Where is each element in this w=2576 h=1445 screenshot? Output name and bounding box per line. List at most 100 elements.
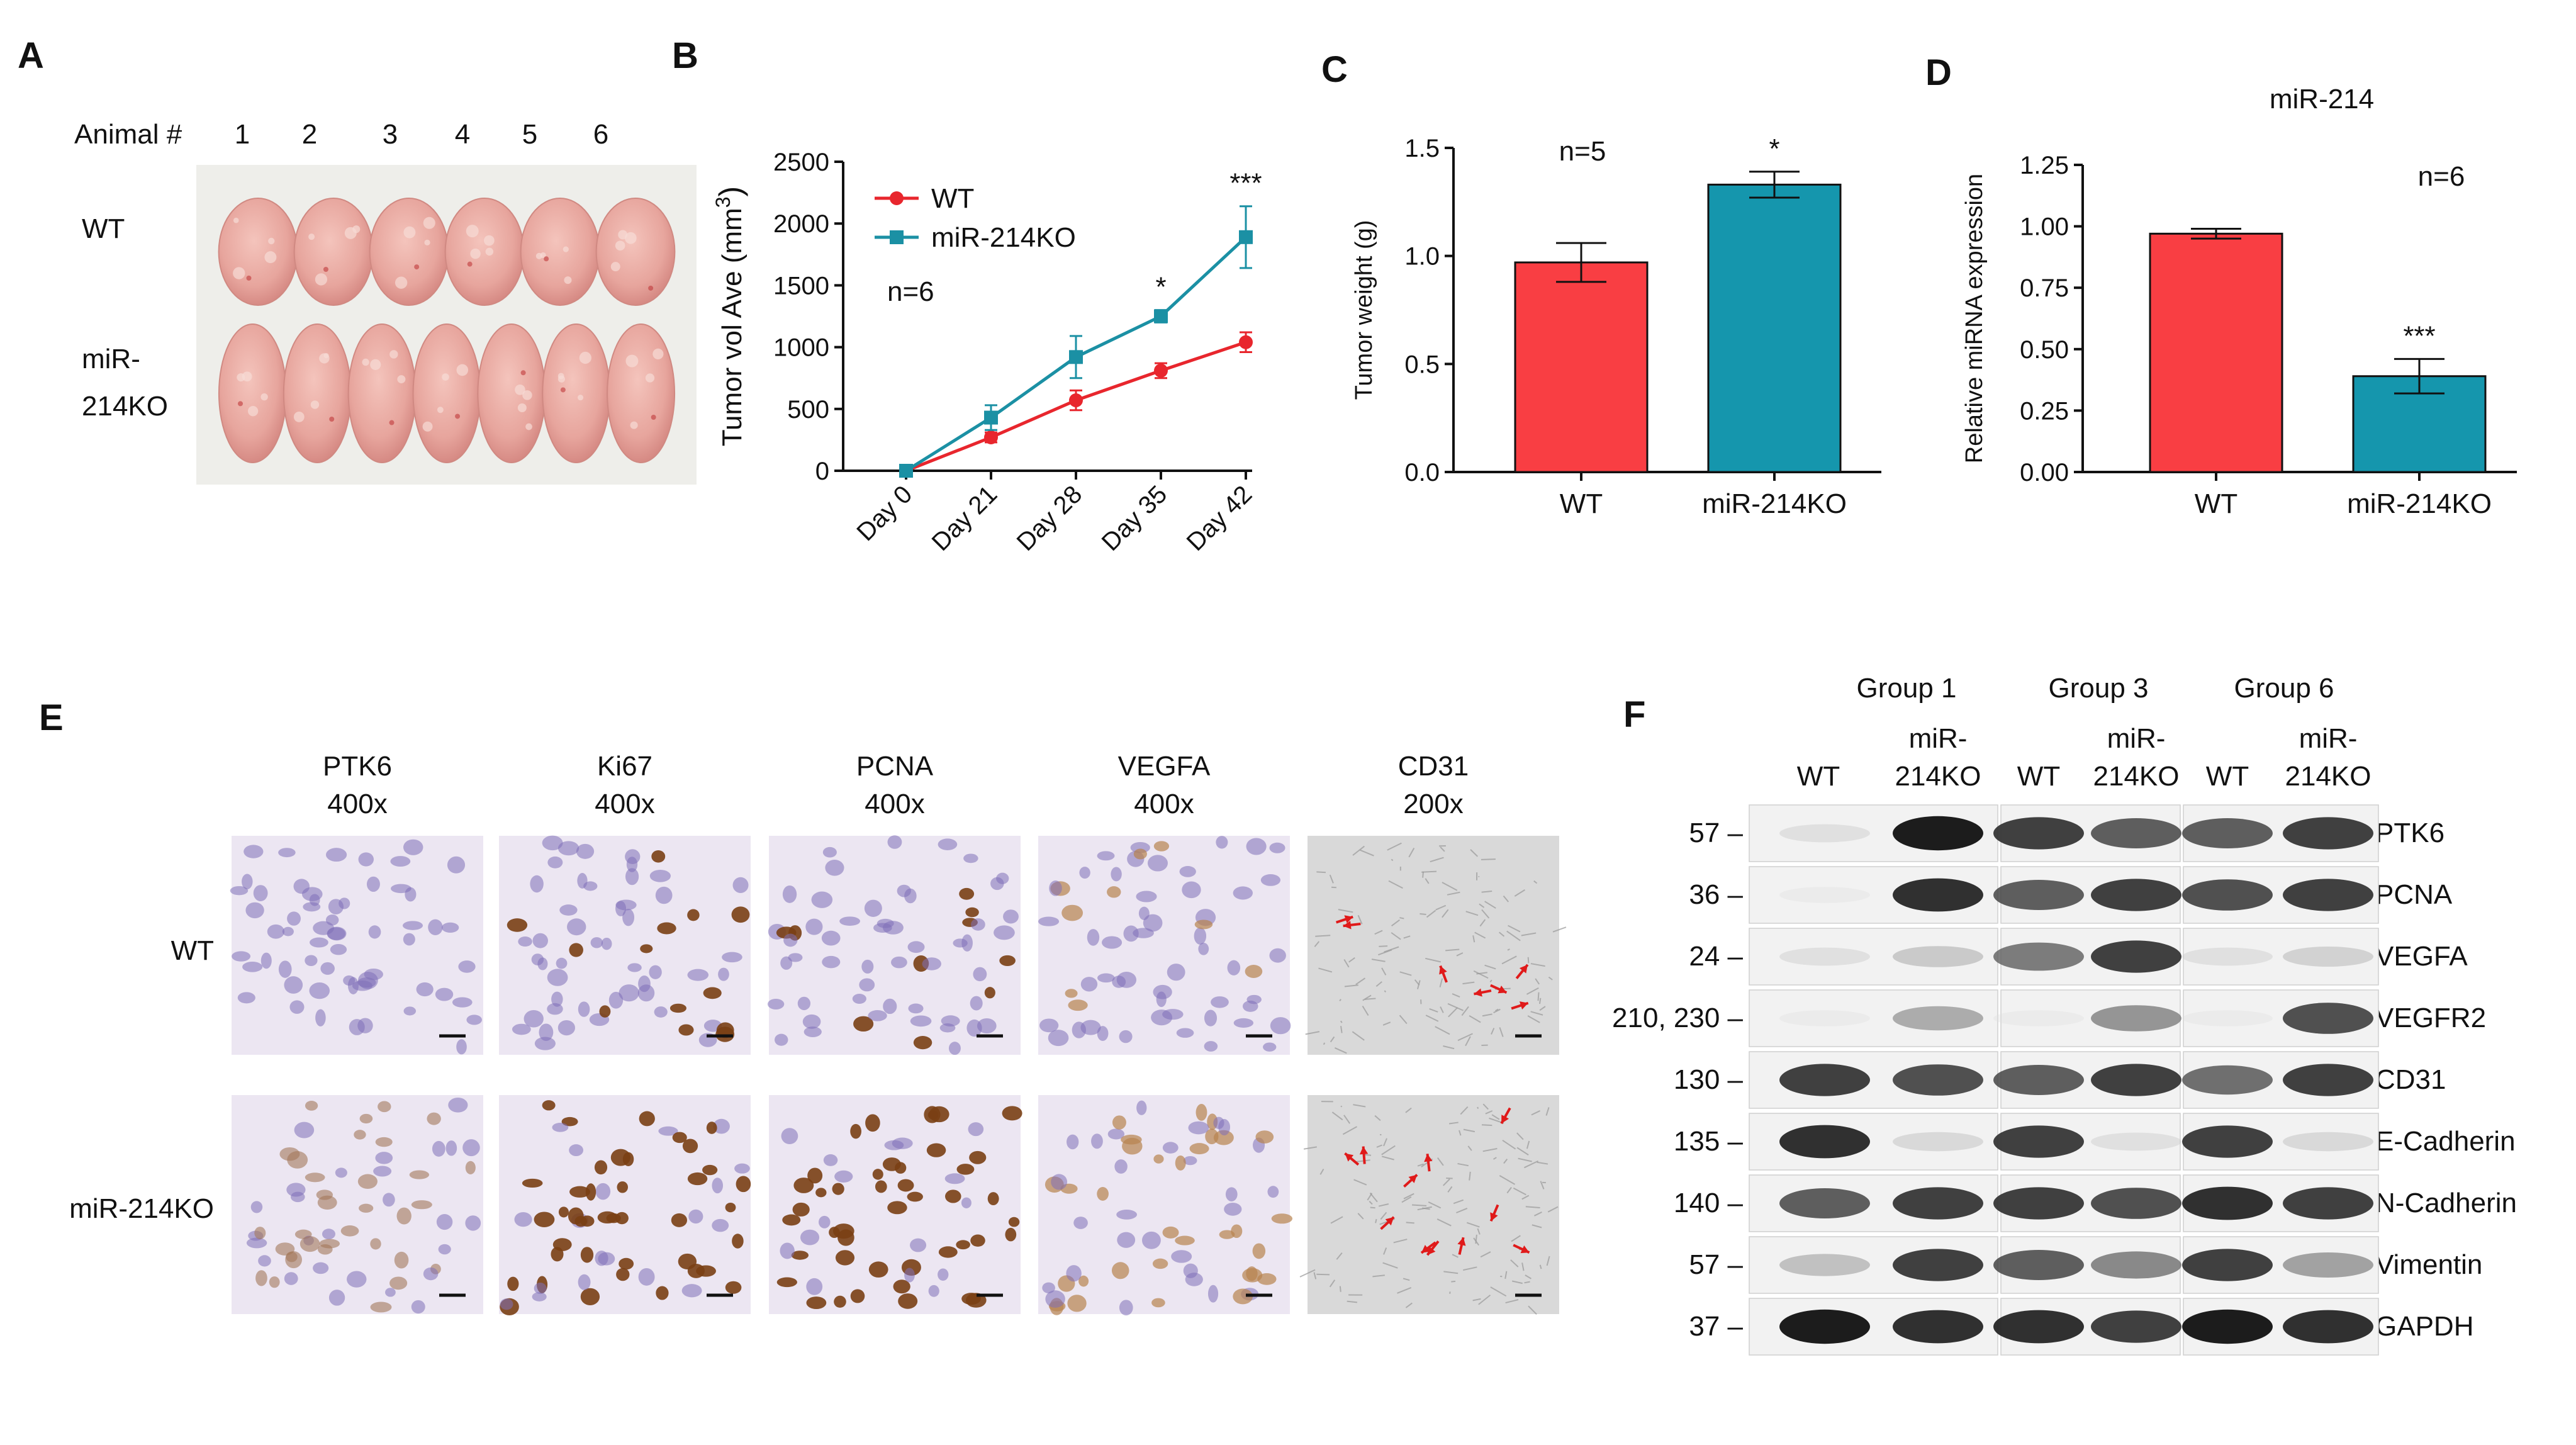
cell-nucleus: [627, 963, 642, 972]
tissue-fiber: [1391, 932, 1401, 940]
tissue-fiber: [1374, 930, 1383, 935]
tissue-fiber: [1525, 1206, 1540, 1209]
cell-nucleus: [805, 918, 823, 935]
cell-nucleus: [1066, 1265, 1082, 1282]
cell-nucleus: [1182, 881, 1201, 899]
cell-nucleus: [687, 969, 709, 981]
cell-nucleus: [802, 1014, 821, 1029]
ihc-background: [1308, 836, 1559, 1055]
tissue-fiber: [1460, 1106, 1469, 1115]
cell-nucleus: [716, 1022, 734, 1038]
ihc-image: [499, 1095, 751, 1315]
cell-nucleus: [1271, 1213, 1293, 1224]
tissue-fiber: [1435, 904, 1447, 911]
significance-marker: *: [1769, 133, 1779, 164]
x-tick-label: WT: [1560, 488, 1603, 519]
tumor-highlight: [485, 247, 494, 256]
cell-nucleus: [904, 888, 917, 904]
cell-nucleus: [391, 884, 412, 894]
tissue-fiber: [1429, 1008, 1438, 1013]
protein-band: [2283, 1003, 2373, 1034]
cell-nucleus: [567, 918, 586, 936]
cell-nucleus: [255, 1270, 267, 1286]
tissue-fiber: [1548, 976, 1553, 981]
cell-nucleus: [1204, 1009, 1218, 1026]
cell-nucleus: [390, 856, 411, 867]
cell-nucleus: [258, 1255, 271, 1267]
cell-nucleus: [1224, 1202, 1242, 1216]
cell-nucleus: [458, 960, 476, 973]
cell-nucleus: [1003, 909, 1019, 924]
tissue-fiber: [1378, 1203, 1389, 1207]
tumor-highlight: [319, 353, 330, 364]
cell-nucleus: [522, 1178, 543, 1188]
cell-nucleus: [1205, 1128, 1219, 1145]
significance-marker: ***: [2403, 320, 2435, 351]
tissue-fiber: [1485, 1110, 1493, 1115]
lane-label-ko: 214KO: [2093, 761, 2180, 792]
cell-nucleus: [1176, 1028, 1194, 1038]
cell-nucleus: [806, 1278, 823, 1295]
ihc-magnification-label: 400x: [865, 789, 924, 819]
cell-nucleus: [1051, 1174, 1068, 1190]
tissue-fiber: [1453, 1199, 1464, 1205]
tumor-highlight: [625, 354, 639, 368]
tissue-fiber: [1502, 1139, 1516, 1150]
tissue-fiber: [1516, 1132, 1524, 1140]
tissue-fiber: [1340, 1020, 1343, 1023]
cell-nucleus: [872, 1169, 883, 1180]
cell-nucleus: [884, 1140, 904, 1150]
cell-nucleus: [678, 1253, 697, 1270]
tumor-sample: [520, 198, 600, 306]
tissue-fiber: [1403, 1278, 1410, 1281]
y-tick-label: 0.75: [2020, 274, 2069, 302]
animal-number: 4: [455, 119, 470, 150]
cell-nucleus: [1162, 1226, 1179, 1239]
protein-band: [1893, 946, 1983, 967]
protein-band: [2091, 1251, 2181, 1279]
tissue-fiber: [1381, 1145, 1396, 1155]
tissue-fiber: [1384, 990, 1387, 992]
cell-nucleus: [1087, 929, 1100, 946]
tissue-fiber: [1375, 981, 1382, 987]
cell-nucleus: [904, 1268, 915, 1283]
lane-label-wt: WT: [2017, 761, 2060, 792]
cell-nucleus: [734, 1163, 750, 1174]
protein-band: [2091, 1005, 2181, 1032]
cell-nucleus: [1116, 1210, 1137, 1220]
cell-nucleus: [1263, 1042, 1277, 1052]
cell-nucleus: [883, 998, 897, 1015]
tumor-spot: [651, 415, 656, 420]
tissue-fiber: [1442, 1178, 1450, 1186]
cell-nucleus: [948, 1042, 961, 1055]
tumor-highlight: [645, 373, 655, 383]
cell-nucleus: [1183, 1156, 1197, 1166]
tissue-fiber: [1470, 849, 1478, 857]
cell-nucleus: [806, 1296, 827, 1309]
x-tick-label: Day 42: [1182, 480, 1258, 556]
blot-group-label: Group 3: [2049, 673, 2149, 704]
cell-nucleus: [681, 1284, 702, 1298]
cell-nucleus: [832, 1183, 844, 1195]
tissue-fiber: [1452, 993, 1460, 998]
tissue-fiber: [1514, 889, 1525, 897]
cell-nucleus: [402, 921, 423, 930]
molecular-weight-label: 135 –: [1674, 1126, 1744, 1157]
cell-nucleus: [718, 967, 729, 981]
protein-band: [1779, 1064, 1870, 1096]
tumor-highlight: [557, 373, 564, 380]
vessel-arrowhead: [1520, 1245, 1530, 1254]
tissue-fiber: [1391, 858, 1394, 862]
cell-nucleus: [791, 1251, 809, 1260]
x-tick-label: Day 0: [851, 480, 917, 546]
cell-nucleus: [956, 1164, 975, 1175]
cell-nucleus: [1231, 1224, 1243, 1239]
protein-label: E-Cadherin: [2375, 1126, 2516, 1157]
cell-nucleus: [531, 953, 544, 965]
tissue-fiber: [1379, 945, 1388, 947]
cell-nucleus: [1080, 1020, 1101, 1035]
cell-nucleus: [651, 850, 666, 863]
tissue-fiber: [1530, 963, 1545, 967]
panel-c: C 0.0 0.5 1.0 1.5 Tumor weight (g) WT miR-214K…: [1321, 49, 1881, 519]
tissue-fiber: [1376, 1144, 1382, 1148]
